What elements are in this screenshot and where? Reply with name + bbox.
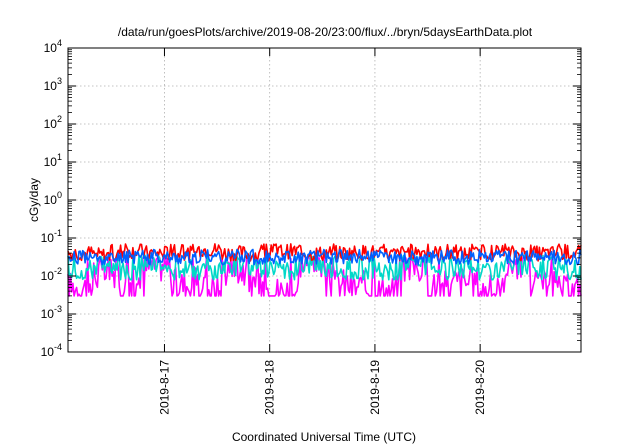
series-line bbox=[67, 254, 582, 281]
y-tick-label: 102 bbox=[44, 114, 62, 131]
y-tick-label: 101 bbox=[44, 152, 62, 169]
y-tick-label: 103 bbox=[44, 76, 62, 93]
y-tick-label: 10-3 bbox=[41, 304, 62, 321]
x-tick-label: 2019-8-17 bbox=[157, 360, 171, 415]
x-tick-label: 2019-8-19 bbox=[368, 360, 382, 415]
series-layer bbox=[67, 243, 582, 297]
x-tick-labels: 2019-8-17 2019-8-18 2019-8-19 2019-8-20 bbox=[157, 360, 487, 415]
chart-title: /data/run/goesPlots/archive/2019-08-20/2… bbox=[118, 25, 533, 39]
y-tick-label: 10-2 bbox=[41, 266, 62, 283]
y-tick-label: 100 bbox=[44, 190, 62, 207]
grid-lines bbox=[68, 48, 581, 352]
y-axis-label: cGy/day bbox=[27, 178, 41, 222]
y-tick-label: 104 bbox=[44, 38, 62, 55]
axes bbox=[67, 47, 582, 353]
x-tick-label: 2019-8-20 bbox=[473, 360, 487, 415]
y-tick-label: 10-4 bbox=[41, 342, 62, 359]
y-tick-label: 10-1 bbox=[41, 228, 62, 245]
x-tick-label: 2019-8-18 bbox=[263, 360, 277, 415]
y-tick-labels: 10-4 10-3 10-2 10-1 100 101 102 103 104 bbox=[41, 38, 62, 359]
x-axis-label: Coordinated Universal Time (UTC) bbox=[232, 430, 416, 444]
series-line bbox=[67, 248, 582, 266]
plot-frame bbox=[67, 47, 582, 353]
